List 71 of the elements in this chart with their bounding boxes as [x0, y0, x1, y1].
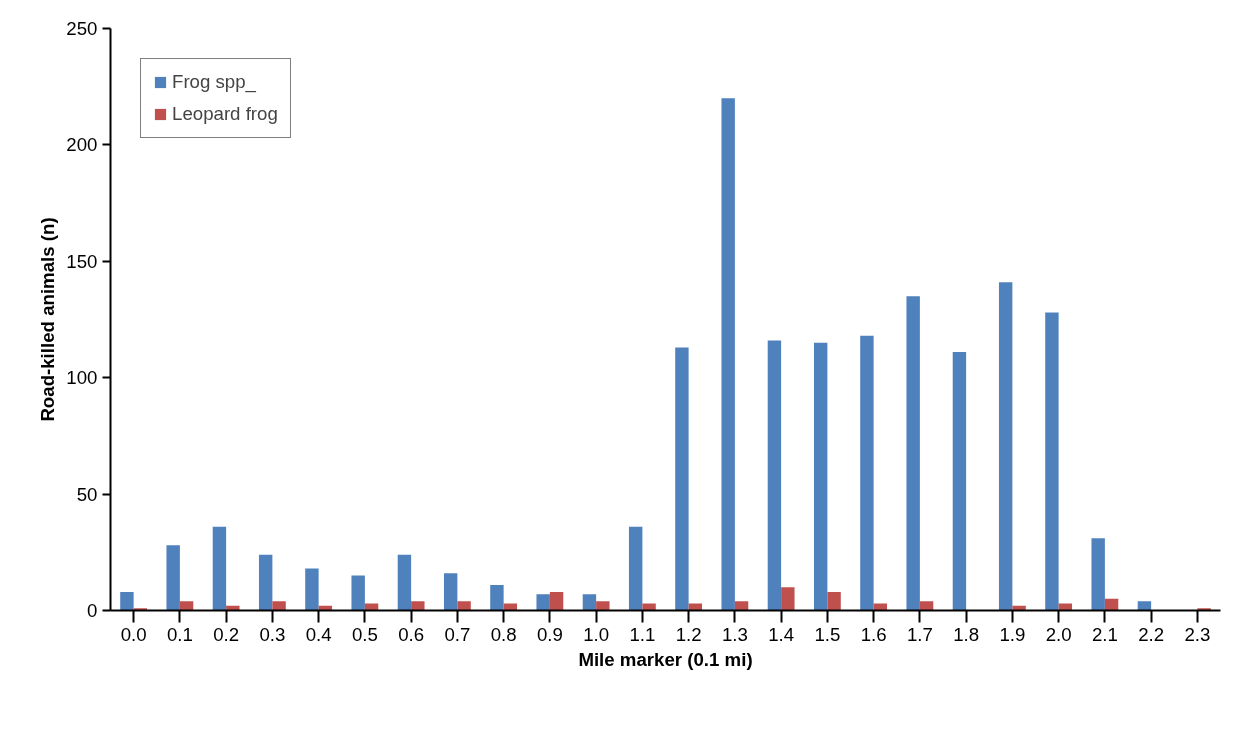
y-tick-label: 250	[66, 18, 98, 39]
bar	[179, 601, 194, 611]
y-tick-label: 50	[76, 483, 98, 505]
x-tick-label: 0.9	[536, 623, 563, 645]
x-tick-label: 0.0	[120, 623, 147, 645]
x-tick-label: 0.3	[259, 623, 286, 645]
x-tick-label: 0.4	[305, 623, 332, 645]
y-tick-label: 0	[87, 600, 98, 621]
x-tick-label: 2.0	[1045, 623, 1072, 645]
bar	[721, 98, 735, 611]
bar	[1045, 312, 1059, 611]
x-tick-label: 1.5	[814, 623, 841, 645]
bar	[675, 347, 689, 611]
bar	[549, 591, 564, 611]
bar	[827, 591, 841, 611]
x-tick-label: 1.2	[675, 623, 702, 645]
bar	[906, 296, 920, 611]
bar	[1012, 605, 1026, 611]
y-axis-title: Road-killed animals (n)	[37, 217, 59, 422]
bar	[351, 575, 365, 611]
bar	[212, 526, 227, 611]
bar	[582, 594, 597, 611]
bar	[490, 584, 504, 611]
x-tick-label: 1.4	[768, 623, 795, 645]
x-axis-title: Mile marker (0.1 mi)	[578, 648, 753, 670]
legend-label: Leopard frog	[172, 103, 278, 125]
bar	[411, 601, 425, 611]
bar	[1197, 608, 1211, 611]
bar	[305, 568, 319, 611]
bar	[397, 554, 412, 611]
x-tick-label: 0.5	[351, 623, 378, 645]
x-tick-label: 0.6	[398, 623, 425, 645]
x-tick-label: 2.2	[1138, 623, 1165, 645]
bar	[1137, 601, 1152, 611]
x-tick-label: 1.8	[953, 623, 980, 645]
x-tick-label: 1.9	[999, 623, 1026, 645]
legend-label: Frog spp_	[172, 71, 256, 93]
bar	[1091, 538, 1105, 611]
x-tick-label: 2.3	[1184, 623, 1211, 645]
bar	[781, 587, 795, 611]
bar	[919, 601, 934, 611]
y-tick-label: 100	[66, 367, 98, 389]
bar	[813, 342, 828, 611]
x-tick-label: 0.8	[490, 623, 517, 645]
bar	[443, 573, 458, 611]
bar	[1104, 598, 1119, 611]
x-tick-label: 1.3	[721, 623, 748, 645]
bar	[536, 594, 550, 611]
bar	[998, 282, 1013, 611]
x-tick-label: 0.7	[444, 623, 471, 645]
x-tick-label: 1.7	[906, 623, 933, 645]
bar	[734, 601, 749, 611]
y-tick-label: 150	[66, 250, 98, 272]
y-tick-label: 200	[66, 134, 98, 156]
bar	[258, 554, 273, 611]
x-tick-label: 1.1	[629, 623, 656, 645]
bar	[226, 605, 240, 611]
bar	[120, 591, 134, 611]
bar	[272, 601, 286, 611]
x-tick-label: 1.0	[583, 623, 610, 645]
bar	[860, 335, 874, 611]
bar	[166, 545, 180, 611]
bar	[767, 340, 782, 611]
bar	[952, 352, 967, 611]
bar	[457, 601, 471, 611]
x-tick-label: 1.6	[860, 623, 887, 645]
x-tick-label: 0.2	[213, 623, 240, 645]
x-tick-label: 0.1	[166, 623, 193, 645]
bar	[596, 601, 610, 611]
x-tick-label: 2.1	[1091, 623, 1118, 645]
bar	[628, 526, 643, 611]
